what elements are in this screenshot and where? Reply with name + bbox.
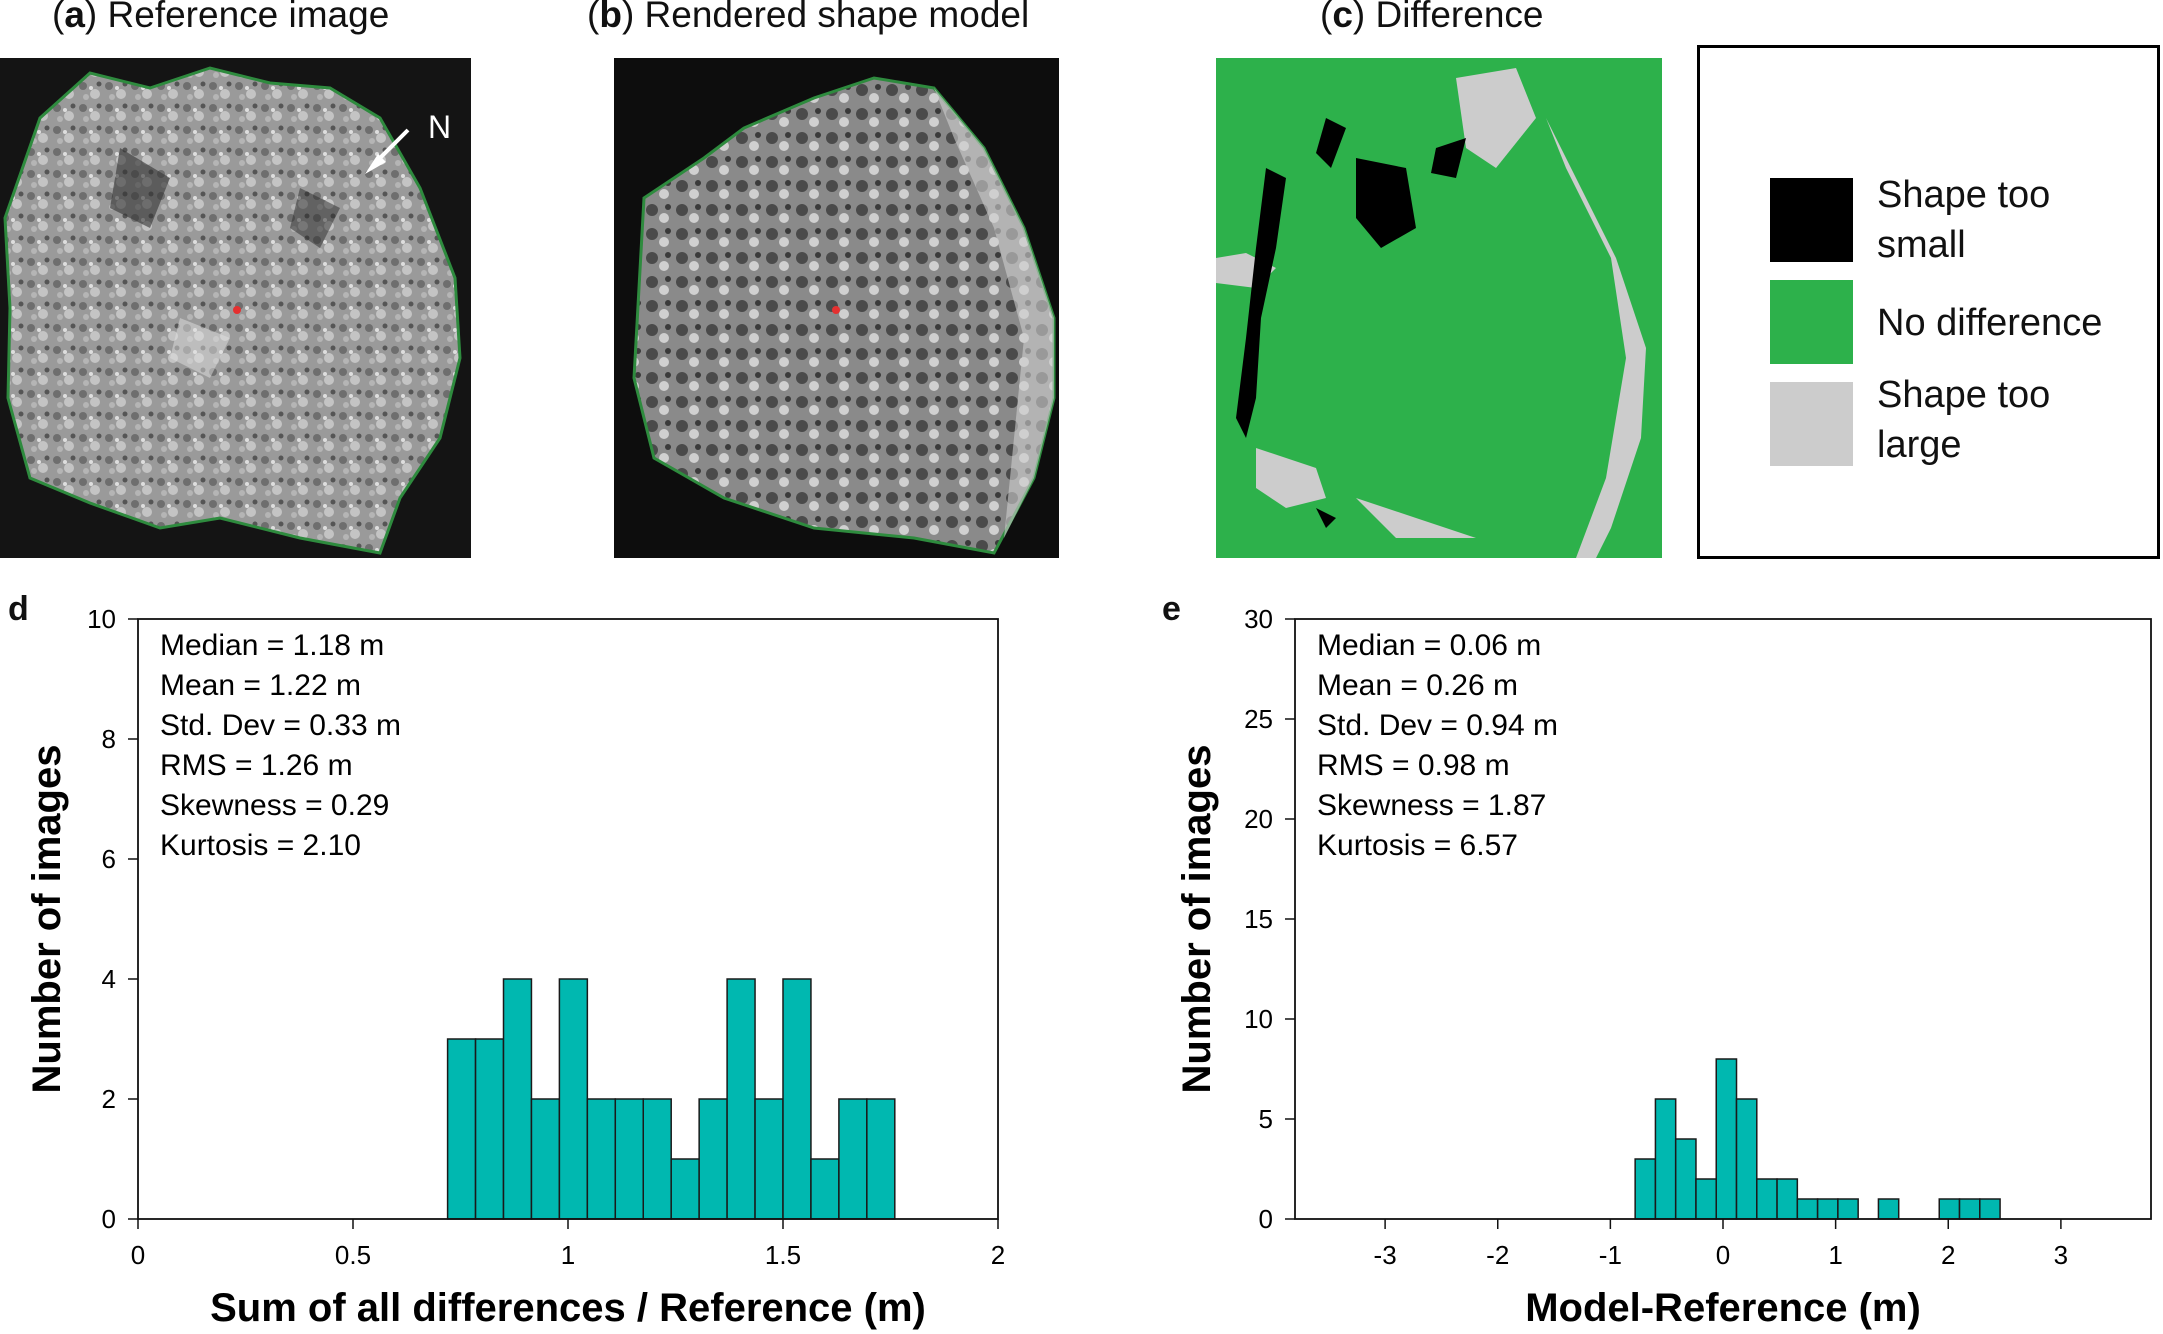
chart-e-stat-0: Median = 0.06 m (1317, 629, 1541, 662)
chart-d-bar-0 (446, 1038, 477, 1220)
chart-d-bar-14 (838, 1098, 868, 1220)
legend-label-small: Shape too small (1877, 174, 2051, 266)
chart-d-stat-3: RMS = 1.26 m (160, 749, 353, 782)
rendered-model-image (614, 58, 1059, 558)
chart-e-bar-2 (1674, 1138, 1697, 1220)
legend: Shape too small No difference Shape too … (1697, 45, 2160, 559)
chart-e-bar-1 (1654, 1098, 1677, 1220)
chart-d-stat-5: Kurtosis = 2.10 (160, 829, 361, 862)
chart-d-bar-6 (614, 1098, 644, 1220)
chart-d-xtick-label-1: 0.5 (335, 1240, 371, 1270)
chart-e-stat-1: Mean = 0.26 m (1317, 669, 1518, 702)
chart-e-bar-6 (1756, 1178, 1778, 1220)
chart-e-xtick-label-2: -1 (1599, 1240, 1622, 1270)
chart-e-bar-10 (1837, 1198, 1859, 1220)
chart-d-stat-2: Std. Dev = 0.33 m (160, 709, 401, 742)
chart-d-stat-1: Mean = 1.22 m (160, 669, 361, 702)
chart-e-bar-8 (1796, 1198, 1819, 1220)
chart-e-ytick-label-0: 0 (1259, 1204, 1273, 1234)
legend-swatch-small (1770, 178, 1853, 262)
chart-e-xtick-label-4: 1 (1828, 1240, 1842, 1270)
chart-d-stat-0: Median = 1.18 m (160, 629, 384, 662)
chart-e-ylabel: Number of images (1175, 745, 1219, 1094)
difference-image (1216, 58, 1662, 558)
chart-d-xtick-label-2: 1 (561, 1240, 575, 1270)
chart-d-ytick-label-3: 6 (102, 844, 116, 874)
legend-label-none: No difference (1877, 302, 2103, 344)
chart-e-bar-5 (1735, 1098, 1758, 1220)
chart-d-ytick-label-2: 4 (102, 964, 116, 994)
chart-e-bar-11 (1877, 1198, 1900, 1220)
chart-e-bar-7 (1776, 1178, 1799, 1220)
reference-image: N (0, 58, 471, 558)
chart-d-xtick-label-3: 1.5 (765, 1240, 801, 1270)
chart-e-xtick-label-5: 2 (1941, 1240, 1955, 1270)
chart-d-ylabel: Number of images (25, 745, 69, 1094)
chart-d-stat-4: Skewness = 0.29 (160, 789, 389, 822)
chart-e-xtick-label-0: -3 (1374, 1240, 1397, 1270)
chart-d-bar-4 (558, 978, 589, 1220)
chart-d-xtick-label-0: 0 (131, 1240, 145, 1270)
panel-e-letter: e (1162, 590, 1181, 628)
chart-d-bar-7 (642, 1098, 672, 1220)
chart-e-ytick-label-3: 15 (1244, 904, 1273, 934)
chart-e-ytick-label-2: 10 (1244, 1004, 1273, 1034)
chart-d-ytick-label-5: 10 (87, 604, 116, 634)
chart-d-bar-15 (866, 1098, 896, 1220)
chart-e-ytick-label-4: 20 (1244, 804, 1273, 834)
chart-e-bar-14 (1979, 1198, 2001, 1220)
legend-swatch-none (1770, 280, 1853, 364)
histogram-d: 0 0.5 1 1.5 2 0 2 4 6 8 10 Sum of all differences /… (25, 604, 1005, 1330)
chart-e-xtick-label-1: -2 (1486, 1240, 1509, 1270)
panel-b-title: (b) Rendered shape model (587, 0, 1030, 35)
chart-d-bar-12 (782, 978, 812, 1220)
chart-e-xlabel: Model-Reference (m) (1525, 1286, 1921, 1330)
chart-d-xtick-label-4: 2 (991, 1240, 1005, 1270)
panel-c-title: (c) Difference (1320, 0, 1544, 35)
chart-e-bar-0 (1634, 1158, 1657, 1220)
chart-d-bar-9 (698, 1098, 728, 1220)
chart-e-ytick-label-6: 30 (1244, 604, 1273, 634)
chart-d-bar-13 (810, 1158, 840, 1220)
chart-d-xlabel: Sum of all differences / Reference (m) (210, 1286, 926, 1330)
chart-e-bar-4 (1715, 1058, 1738, 1220)
legend-label-large: Shape too large (1877, 374, 2051, 466)
chart-d-ytick-label-4: 8 (102, 724, 116, 754)
panel-d-letter: d (8, 590, 29, 628)
chart-e-bar-12 (1938, 1198, 1961, 1220)
chart-e-bar-9 (1816, 1198, 1839, 1220)
panel-a-title: (a) Reference image (52, 0, 390, 35)
chart-d-ytick-label-1: 2 (102, 1084, 116, 1114)
chart-d-bar-5 (586, 1098, 617, 1220)
chart-e-xtick-label-6: 3 (2054, 1240, 2068, 1270)
chart-e-ytick-label-5: 25 (1244, 704, 1273, 734)
chart-d-bar-11 (754, 1098, 784, 1220)
chart-e-bar-3 (1695, 1178, 1717, 1220)
chart-e-bar-13 (1958, 1198, 1981, 1220)
chart-d-ytick-label-0: 0 (102, 1204, 116, 1234)
chart-d-bar-2 (502, 978, 533, 1220)
north-label: N (428, 109, 451, 145)
chart-e-xtick-label-3: 0 (1716, 1240, 1730, 1270)
chart-e-ytick-label-1: 5 (1259, 1104, 1273, 1134)
chart-e-stat-2: Std. Dev = 0.94 m (1317, 709, 1558, 742)
chart-e-stat-4: Skewness = 1.87 (1317, 789, 1546, 822)
chart-d-bar-10 (726, 978, 756, 1220)
legend-swatch-large (1770, 382, 1853, 466)
chart-d-bar-8 (670, 1158, 700, 1220)
chart-e-stat-5: Kurtosis = 6.57 (1317, 829, 1518, 862)
chart-d-bar-3 (530, 1098, 561, 1220)
chart-e-stat-3: RMS = 0.98 m (1317, 749, 1510, 782)
chart-d-bar-1 (474, 1038, 505, 1220)
